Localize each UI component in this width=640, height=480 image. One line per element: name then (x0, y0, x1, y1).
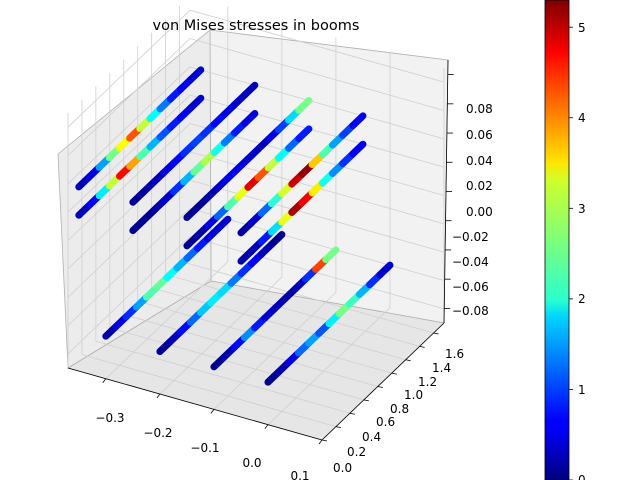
boom-segment (187, 94, 205, 112)
x-tick-label: −0.3 (95, 411, 124, 425)
y-axis-line (321, 322, 445, 441)
boom-segment (295, 125, 313, 143)
grid-line (189, 208, 445, 281)
x-tick-label: −0.1 (190, 441, 219, 455)
grid-line (189, 9, 445, 83)
grid-line (151, 287, 406, 361)
colorbar-tick-label: 2 (578, 292, 586, 306)
grid-line (67, 208, 191, 326)
colorbar-tick-label: 3 (578, 202, 586, 216)
grid-line (189, 179, 445, 253)
z-tick-label: −0.06 (452, 280, 489, 294)
grid-line (165, 274, 420, 347)
y-tick-mark (335, 426, 342, 429)
grid-line (213, 292, 337, 410)
grid-line (189, 66, 445, 140)
boom-segment (241, 81, 259, 99)
grid-line (159, 276, 283, 395)
z-tick-label: 0.00 (466, 205, 493, 219)
y-tick-label: 0.6 (376, 415, 395, 429)
y-tick-label: 0.0 (333, 461, 352, 475)
y-tick-label: 0.4 (362, 430, 381, 444)
colorbar-tick-label: 5 (578, 21, 586, 35)
y-tick-mark (377, 386, 383, 388)
y-tick-mark (363, 399, 369, 402)
y-tick-mark (349, 412, 355, 415)
boom-segment (295, 97, 313, 114)
grid-line (123, 314, 378, 387)
y-tick-label: 0.2 (347, 445, 366, 459)
x-tick-mark (102, 378, 107, 383)
grid-line (67, 123, 191, 241)
axis-lines (67, 59, 454, 445)
boom-segment (349, 140, 367, 158)
z-tick-label: 0.06 (466, 128, 493, 142)
boom-segment (322, 246, 340, 264)
chart-title: von Mises stresses in booms (153, 18, 360, 34)
grid-line (137, 300, 392, 374)
grid-line (179, 260, 434, 334)
colorbar-ticks (569, 26, 573, 480)
y-tick-mark (321, 439, 328, 442)
x-tick-label: 0.1 (290, 469, 309, 480)
y-tick-label: 1.2 (418, 375, 437, 389)
boom-segment (376, 261, 394, 279)
y-tick-mark (419, 346, 425, 348)
colorbar-tick-label: 0 (578, 473, 586, 480)
y-tick-label: 1.6 (445, 347, 464, 361)
x-tick-mark (210, 409, 215, 414)
boom-stress-lines (75, 66, 394, 386)
colorbar-tick-label: 4 (578, 111, 586, 125)
z-tick-label: −0.04 (452, 255, 489, 269)
y-tick-label: 1.4 (432, 361, 451, 375)
grid-line (109, 327, 364, 401)
colorbar-tick-label: 1 (578, 383, 586, 397)
x-tick-mark (318, 439, 323, 445)
grid-line (95, 340, 350, 414)
y-tick-mark (391, 372, 397, 375)
x-tick-mark (264, 424, 269, 429)
x-axis-line (67, 367, 323, 441)
grid-line (189, 38, 445, 111)
colorbar (544, 0, 570, 480)
grid-line (67, 236, 191, 355)
boom-segment (214, 215, 232, 233)
x-tick-label: 0.0 (242, 456, 261, 470)
z-tick-label: −0.02 (452, 230, 489, 244)
z-tick-label: 0.02 (466, 179, 493, 193)
grid-line (67, 66, 191, 185)
boom-segment (268, 231, 286, 248)
grid-line (267, 307, 391, 425)
z-tick-label: −0.08 (452, 304, 489, 318)
grid-line (67, 38, 191, 156)
y-tick-mark (405, 359, 411, 362)
grid-line (67, 9, 191, 128)
grid-line (67, 94, 191, 213)
x-tick-mark (156, 393, 161, 399)
x-tick-label: −0.2 (143, 426, 172, 440)
boom-segment (187, 66, 205, 84)
grid-line (81, 354, 337, 428)
y-tick-mark (433, 332, 439, 335)
grid-line (105, 261, 229, 380)
y-tick-label: 0.8 (390, 402, 409, 416)
boom-segment (349, 112, 367, 130)
boom-segment (241, 110, 259, 127)
z-tick-label: 0.04 (466, 154, 493, 168)
z-tick-label: 0.08 (466, 102, 493, 116)
y-tick-label: 1.0 (404, 388, 423, 402)
